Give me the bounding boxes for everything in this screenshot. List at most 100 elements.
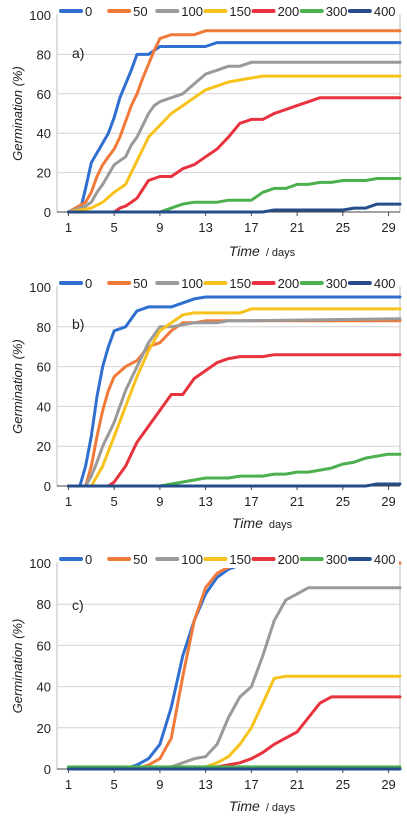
legend-label-300: 300 <box>326 276 348 291</box>
x-tick-label: 29 <box>381 777 395 792</box>
x-axis-label: Time / days <box>229 243 296 259</box>
series-line-100 <box>66 317 402 488</box>
x-axis-label-main: Time <box>232 515 263 531</box>
x-tick-label: 29 <box>381 220 395 235</box>
y-tick-label: 100 <box>29 8 51 23</box>
y-tick-label: 60 <box>37 638 51 653</box>
y-axis-label: Germination (%) <box>10 339 25 434</box>
x-tick-label: 13 <box>198 220 212 235</box>
legend-label-0: 0 <box>85 552 92 567</box>
x-tick-label: 25 <box>336 777 350 792</box>
y-tick-label: 40 <box>37 126 51 141</box>
panel-label: c) <box>72 597 84 613</box>
x-tick-label: 5 <box>111 494 118 509</box>
x-axis-label: Time days <box>232 515 293 531</box>
series-line-300 <box>66 452 402 488</box>
legend: 0 50 100 150 200 300 400 <box>58 273 399 292</box>
y-tick-label: 0 <box>44 762 51 777</box>
series-line-300 <box>66 177 402 214</box>
series-line-200 <box>66 353 402 488</box>
panel-b: 0 20 40 60 80 100 1 5 9 13 17 21 25 29 0 50 100 150 200 300… <box>10 273 402 531</box>
series-line-200 <box>66 96 402 214</box>
x-tick-label: 9 <box>156 494 163 509</box>
y-tick-label: 40 <box>37 680 51 695</box>
legend: 0 50 100 150 200 300 400 <box>58 549 399 568</box>
y-tick-label: 100 <box>29 280 51 295</box>
panel-label: b) <box>72 316 84 332</box>
x-tick-label: 25 <box>336 494 350 509</box>
x-tick-label: 13 <box>198 494 212 509</box>
legend-background <box>58 1 399 20</box>
y-tick-label: 80 <box>37 597 51 612</box>
legend-label-300: 300 <box>326 552 348 567</box>
series-line-400 <box>66 482 402 488</box>
series-line-150 <box>66 74 402 214</box>
legend: 0 50 100 150 200 300 400 <box>58 1 399 20</box>
x-axis-label-main: Time <box>229 243 260 259</box>
legend-background <box>58 273 399 292</box>
series-line-100 <box>66 60 402 214</box>
x-axis-label-unit: / days <box>266 247 296 259</box>
legend-label-100: 100 <box>181 276 203 291</box>
legend-label-100: 100 <box>181 552 203 567</box>
legend-label-150: 150 <box>229 552 251 567</box>
x-axis-label-unit: / days <box>266 802 296 814</box>
y-tick-label: 0 <box>44 479 51 494</box>
series-line-100 <box>66 586 402 771</box>
x-tick-label: 1 <box>65 777 72 792</box>
y-tick-label: 40 <box>37 399 51 414</box>
plot-area <box>56 562 401 770</box>
legend-label-50: 50 <box>133 552 147 567</box>
x-tick-label: 25 <box>336 220 350 235</box>
y-tick-label: 60 <box>37 360 51 375</box>
x-tick-label: 21 <box>290 220 304 235</box>
x-tick-label: 17 <box>244 220 258 235</box>
x-tick-label: 21 <box>290 777 304 792</box>
x-axis-label: Time / days <box>229 798 296 814</box>
y-tick-label: 80 <box>37 320 51 335</box>
legend-label-150: 150 <box>229 4 251 19</box>
panel-a: 0 20 40 60 80 100 1 5 9 13 17 21 25 29 0 50 100 150 200 300… <box>10 1 402 259</box>
x-tick-label: 9 <box>156 777 163 792</box>
x-tick-label: 5 <box>111 777 118 792</box>
legend-label-150: 150 <box>229 276 251 291</box>
legend-label-0: 0 <box>85 4 92 19</box>
legend-label-50: 50 <box>133 4 147 19</box>
series-line-400 <box>66 202 402 214</box>
y-axis-label: Germination (%) <box>10 66 25 161</box>
series-line-150 <box>66 307 402 488</box>
y-tick-label: 20 <box>37 721 51 736</box>
legend-label-300: 300 <box>326 4 348 19</box>
y-tick-label: 20 <box>37 166 51 181</box>
legend-label-400: 400 <box>374 276 396 291</box>
y-tick-label: 60 <box>37 87 51 102</box>
series-line-0 <box>66 295 402 488</box>
x-axis-label-main: Time <box>229 798 260 814</box>
legend-label-400: 400 <box>374 4 396 19</box>
legend-label-400: 400 <box>374 552 396 567</box>
panel-label: a) <box>72 45 84 61</box>
plot-area <box>56 14 401 213</box>
series-line-50 <box>66 29 402 214</box>
x-tick-label: 17 <box>244 777 258 792</box>
legend-label-200: 200 <box>278 552 300 567</box>
legend-label-200: 200 <box>278 4 300 19</box>
y-axis-label: Germination (%) <box>10 619 25 714</box>
y-tick-label: 0 <box>44 205 51 220</box>
legend-label-50: 50 <box>133 276 147 291</box>
legend-label-200: 200 <box>278 276 300 291</box>
x-tick-label: 13 <box>198 777 212 792</box>
legend-label-0: 0 <box>85 276 92 291</box>
x-tick-label: 9 <box>156 220 163 235</box>
legend-background <box>58 549 399 568</box>
y-tick-label: 80 <box>37 47 51 62</box>
x-tick-label: 1 <box>65 220 72 235</box>
x-axis-label-unit: days <box>269 519 293 531</box>
panel-c: 0 20 40 60 80 100 1 5 9 13 17 21 25 29 0 50 100 150 200 300… <box>10 549 402 814</box>
x-tick-label: 1 <box>65 494 72 509</box>
series-line-0 <box>66 41 402 214</box>
y-tick-label: 100 <box>29 556 51 571</box>
x-tick-label: 17 <box>244 494 258 509</box>
x-tick-label: 29 <box>381 494 395 509</box>
